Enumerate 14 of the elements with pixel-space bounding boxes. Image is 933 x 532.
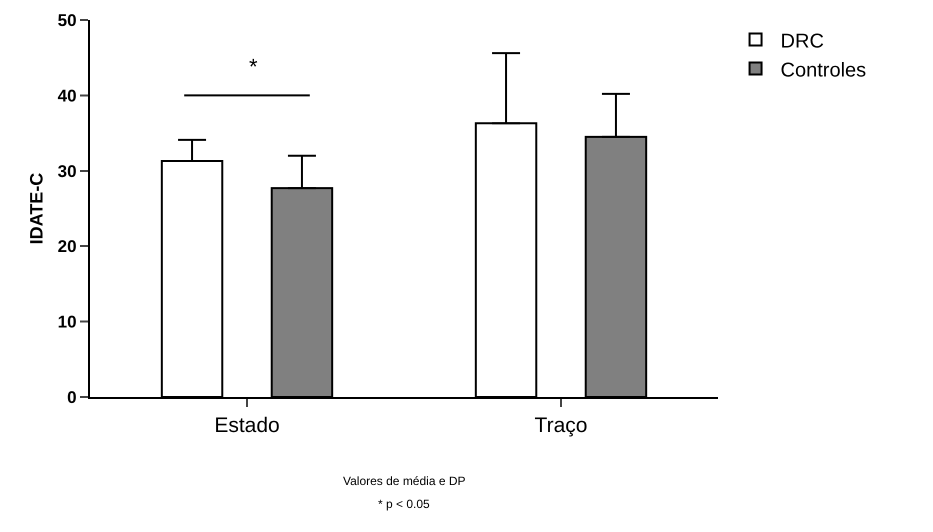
annotation: * [249,54,258,79]
y-tick-label: 10 [58,312,77,332]
y-tick-label: 30 [58,162,77,181]
y-tick-label: 40 [58,86,77,106]
x-tick-label: Estado [214,414,280,438]
legend-label: DRC [780,30,824,52]
text: * p < 0.05 [378,497,430,511]
y-tick-label: 0 [67,388,77,407]
y-tick-label: 50 [58,10,77,30]
text: Valores de média e DP [343,474,466,488]
x-tick-label: Traço [534,414,588,438]
y-axis-title: IDATE-C [26,172,46,244]
y-tick-label: 20 [58,237,77,256]
legend-label: Controles [780,59,866,82]
